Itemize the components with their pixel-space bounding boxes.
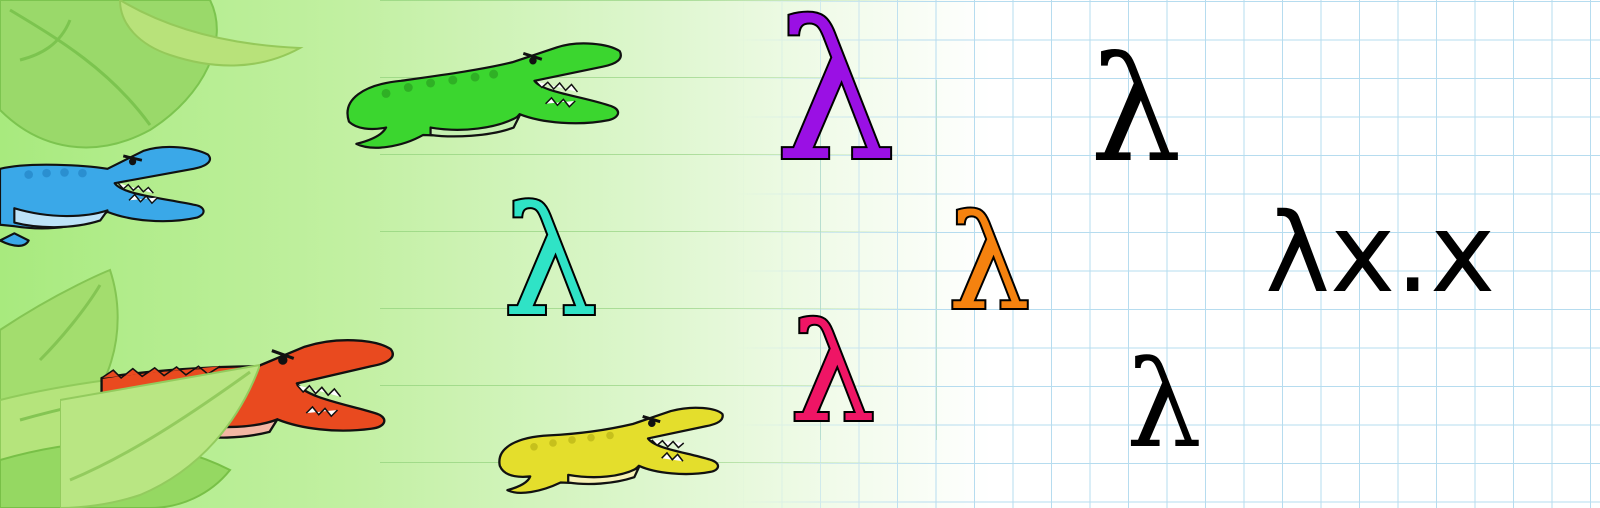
blue-alligator <box>0 145 212 247</box>
black-lambda: λ <box>1126 336 1203 475</box>
black-lambda: λ <box>1090 26 1182 195</box>
graph-paper-grid <box>735 0 1600 508</box>
cyan-lambda: λ <box>501 176 600 350</box>
green-alligator <box>346 42 622 149</box>
yellow-alligator <box>498 406 724 494</box>
crimson-lambda: λ <box>788 295 878 452</box>
orange-lambda: λ <box>946 187 1032 339</box>
lambda-expression: λx.x <box>1265 189 1496 317</box>
purple-lambda: λ <box>773 0 897 203</box>
foreground-leaf-icon <box>60 363 260 508</box>
